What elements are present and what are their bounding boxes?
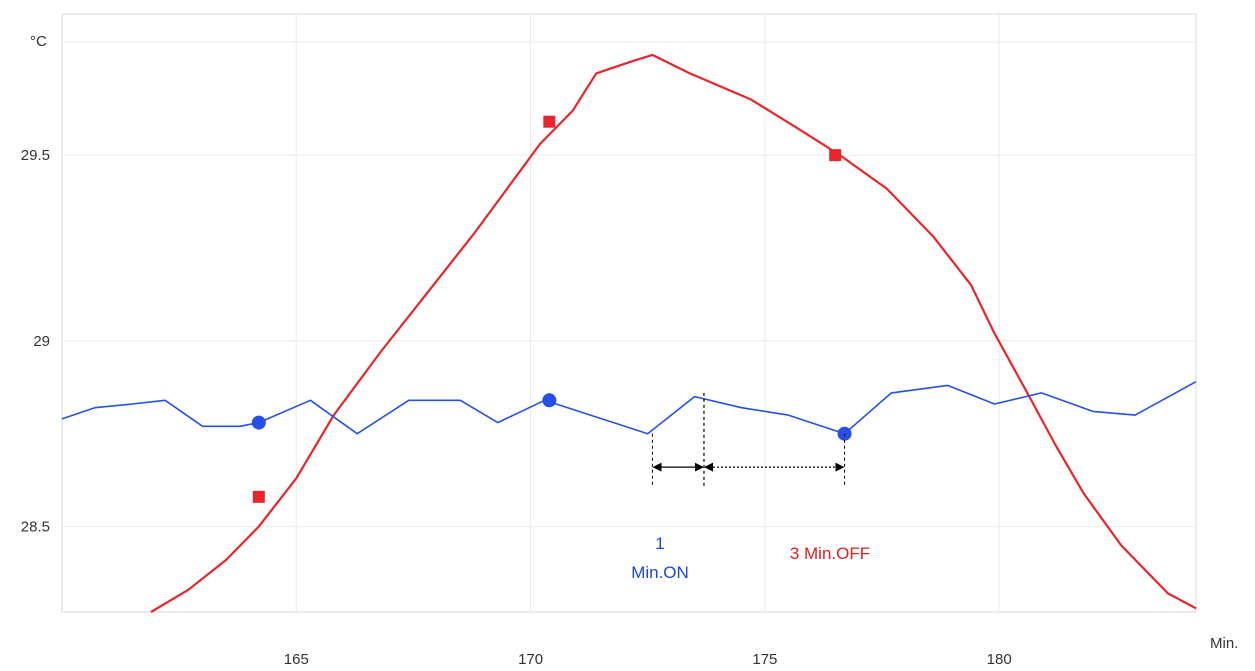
grid [62, 14, 1196, 612]
bracket-annotation [651, 392, 846, 488]
y-ticks: 28.5 29 29.5 [21, 147, 50, 535]
data-point-square [829, 149, 842, 162]
data-point-square [252, 490, 265, 503]
x-axis-unit: Min. [1210, 635, 1238, 652]
y-axis-unit: °C [30, 33, 47, 50]
y-tick-label: 29.5 [21, 147, 50, 164]
series-lines [61, 53, 1197, 613]
on-label-line1: 1 [655, 534, 664, 553]
plot-frame [61, 13, 1197, 613]
x-tick-label: 175 [752, 651, 777, 668]
data-point-circle [542, 393, 557, 408]
on-label-line2: Min.ON [631, 563, 689, 582]
x-tick-label: 165 [284, 651, 309, 668]
off-label: 3 Min.OFF [790, 544, 870, 563]
series-line-1 [150, 53, 1197, 613]
x-ticks: 165 170 175 180 [284, 651, 1012, 668]
data-point-square [543, 115, 556, 128]
data-point-circle [251, 415, 266, 430]
y-tick-label: 28.5 [21, 519, 50, 536]
y-tick-label: 29 [33, 333, 50, 350]
x-tick-label: 170 [518, 651, 543, 668]
x-tick-label: 180 [987, 651, 1012, 668]
